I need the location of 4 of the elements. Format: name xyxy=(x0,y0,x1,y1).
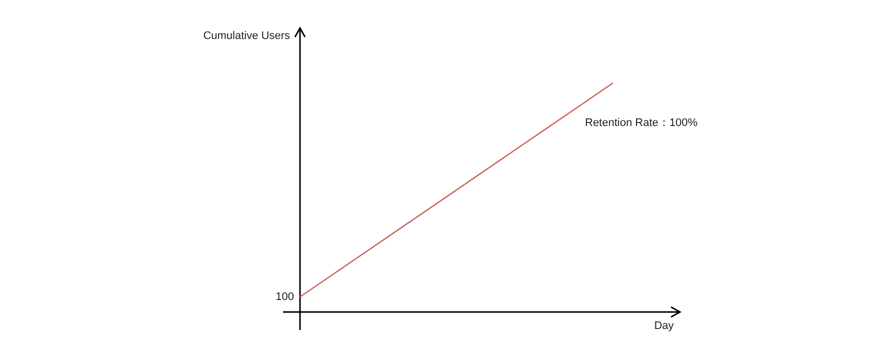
annotation: 100 xyxy=(276,290,294,303)
ylabel: Cumulative Users xyxy=(203,30,290,42)
xlabel: Day xyxy=(654,320,674,332)
annotation: Retention Rate：100% xyxy=(585,116,698,129)
